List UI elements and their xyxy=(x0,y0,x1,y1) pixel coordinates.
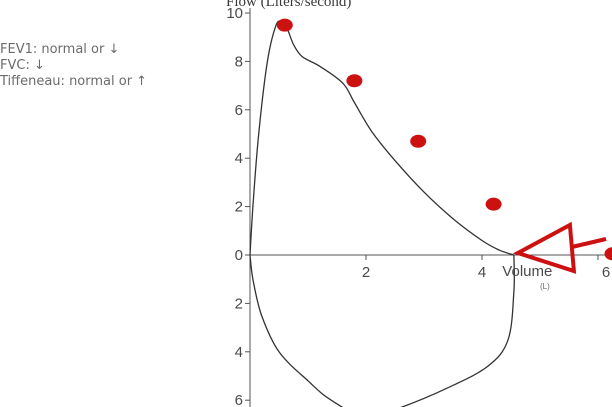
arrow-annotation-head xyxy=(512,221,577,274)
fev1-note: FEV1: normal or ↓ xyxy=(0,42,120,57)
y-tick-label: 4 xyxy=(235,344,243,361)
x-tick-label: 2 xyxy=(362,264,370,281)
y-tick-label: 10 xyxy=(226,5,243,22)
fvc-note: FVC: ↓ xyxy=(0,58,45,73)
y-tick-label: 2 xyxy=(235,295,243,312)
inspiratory-curve xyxy=(249,254,515,407)
chart-title: Flow (Liters/second) xyxy=(226,0,351,10)
y-tick-label: 6 xyxy=(235,102,243,119)
y-tick-label: 2 xyxy=(235,199,243,216)
y-tick-label: 0 xyxy=(235,247,243,264)
y-tick-label: 8 xyxy=(235,53,243,70)
y-ticks: 10 8 6 4 2 0 2 4 6 xyxy=(226,5,250,407)
arrow-annotation-shaft xyxy=(571,237,607,249)
x-axis-unit: (L) xyxy=(540,282,550,291)
expiratory-curve xyxy=(249,20,515,256)
predicted-point xyxy=(410,134,427,148)
findings-notes: FEV1: normal or ↓ FVC: ↓ Tiffeneau: norm… xyxy=(0,42,147,90)
predicted-point xyxy=(276,18,293,32)
predicted-points xyxy=(276,18,612,261)
predicted-point xyxy=(485,197,502,211)
x-tick-label: 6 xyxy=(602,264,610,281)
x-axis-title: Volume xyxy=(502,263,552,280)
predicted-point xyxy=(346,74,363,88)
tiffeneau-note: Tiffeneau: normal or ↑ xyxy=(0,74,148,89)
y-tick-label: 4 xyxy=(235,150,243,167)
predicted-point xyxy=(604,247,612,261)
x-ticks: 2 4 6 xyxy=(362,255,610,281)
x-tick-label: 4 xyxy=(478,264,486,281)
y-tick-label: 6 xyxy=(235,392,243,407)
